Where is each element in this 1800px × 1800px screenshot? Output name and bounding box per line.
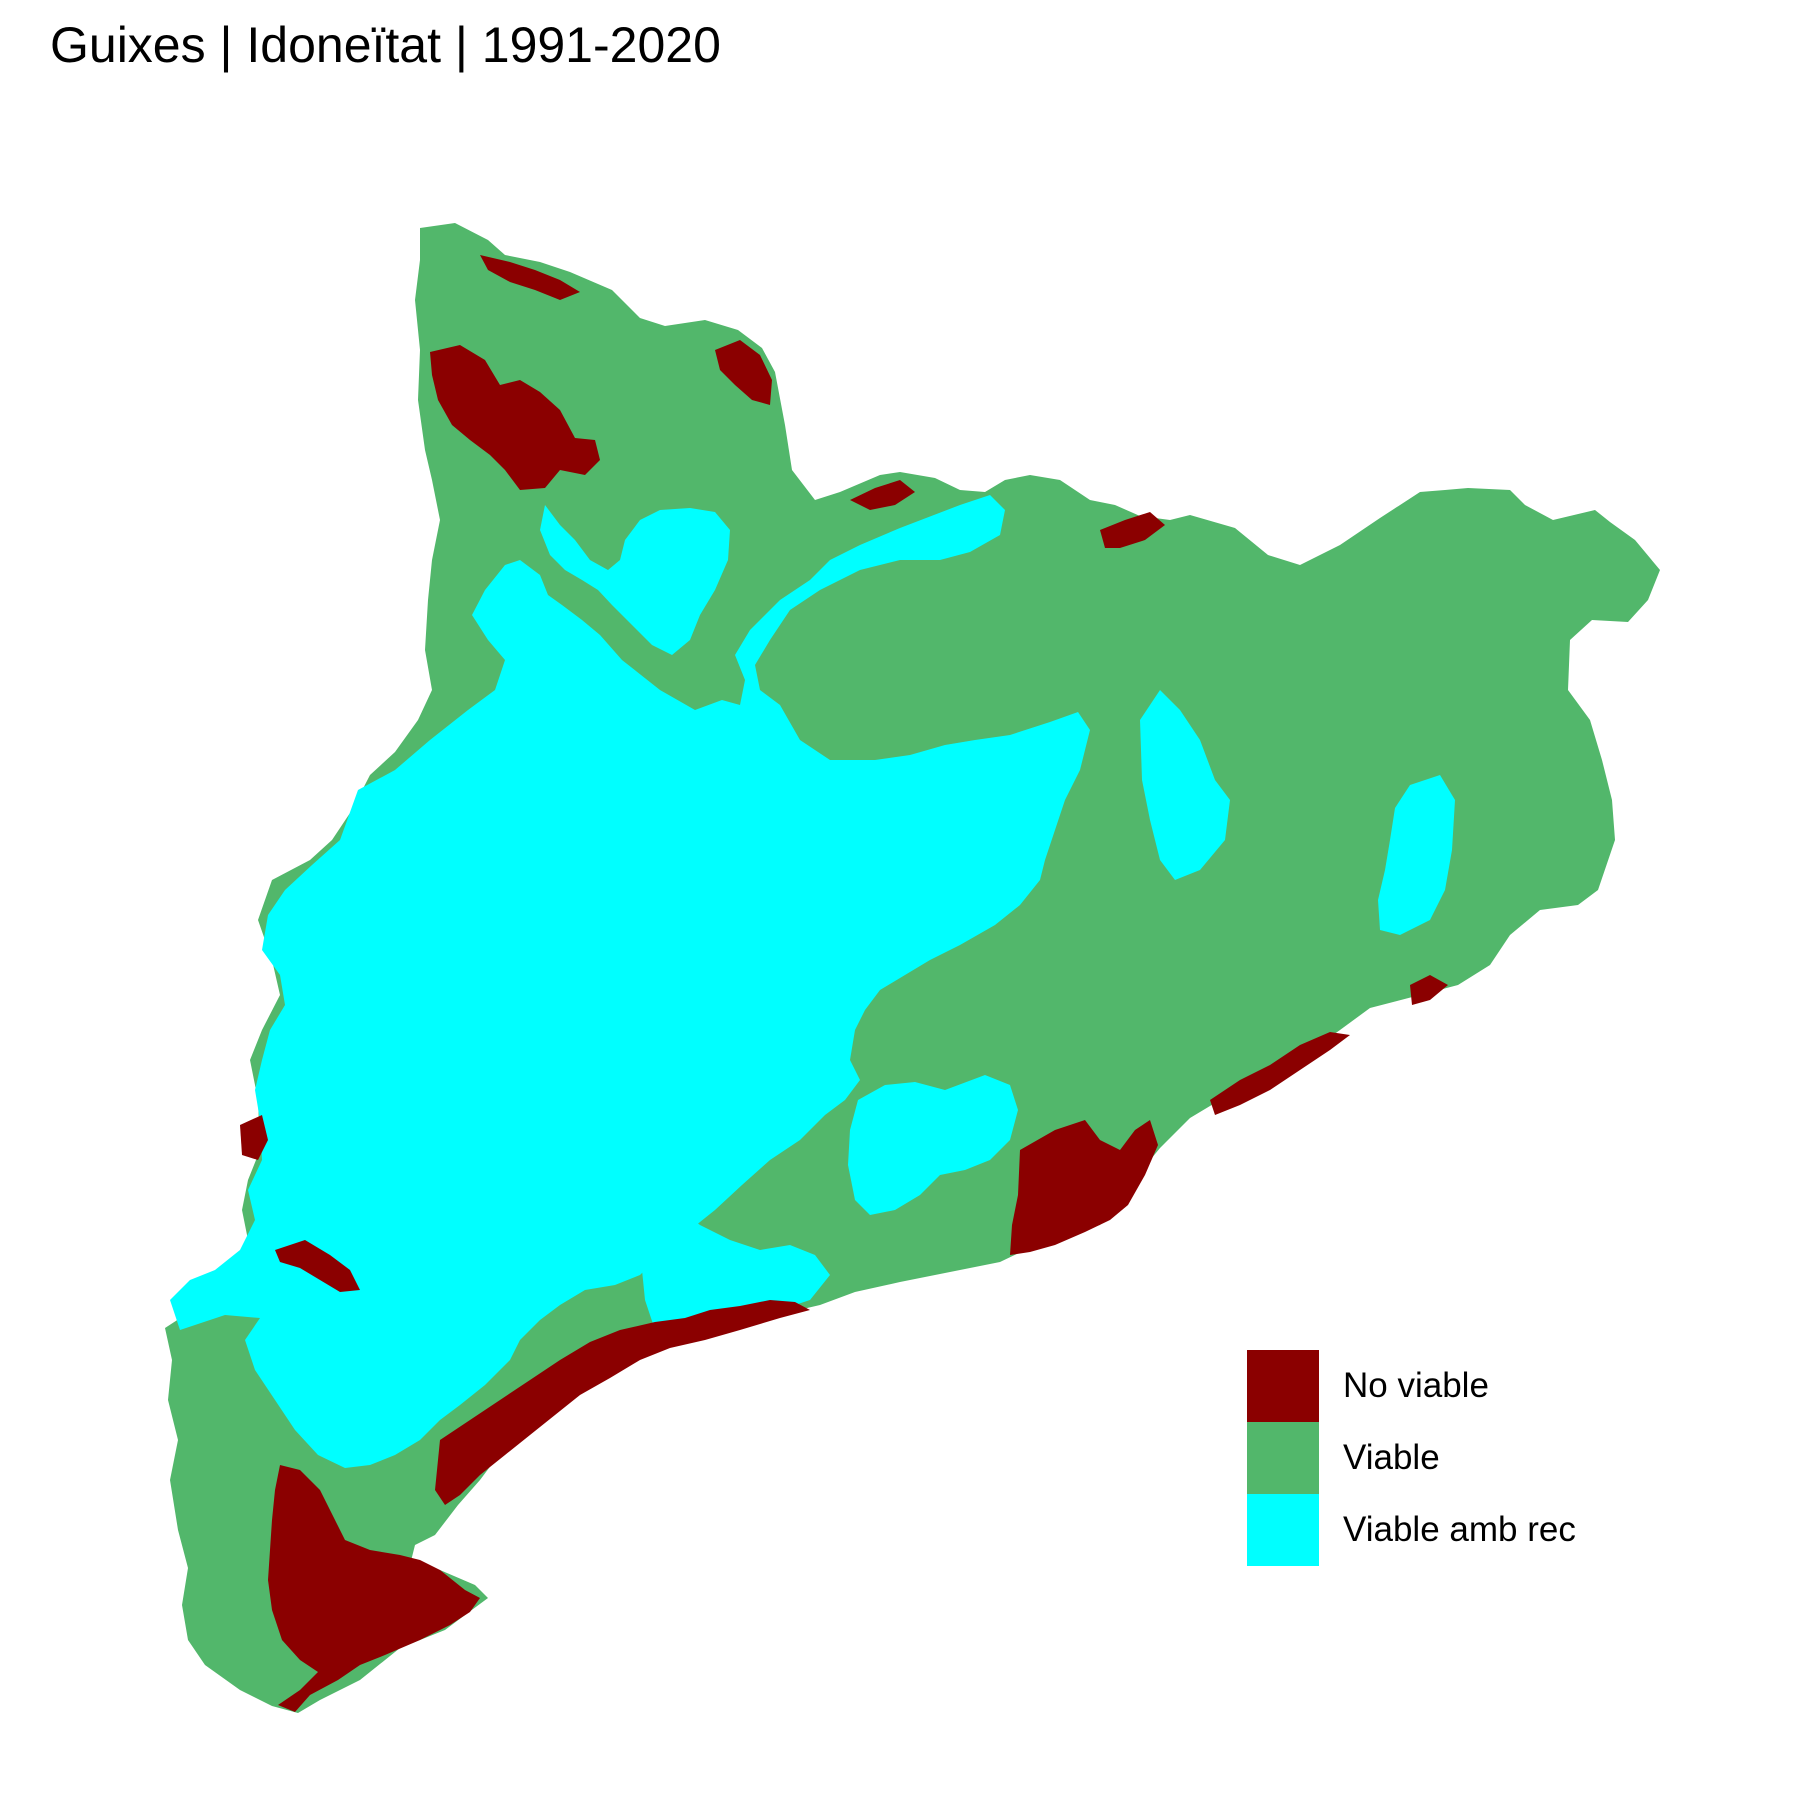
legend-swatch-viable xyxy=(1247,1422,1319,1494)
legend-label-viable-amb-rec: Viable amb rec xyxy=(1343,1510,1576,1549)
region-east-coast-strip xyxy=(1210,1032,1350,1115)
region-north-ridge xyxy=(850,480,915,510)
region-central-plain xyxy=(170,495,1090,1468)
regions-no-viable xyxy=(240,255,1448,1712)
region-pyrenees-east xyxy=(715,340,772,405)
region-northeast-pocket xyxy=(1378,775,1455,935)
legend-item-no-viable: No viable xyxy=(1247,1350,1576,1422)
region-east-coast-knob xyxy=(1410,975,1448,1005)
region-pyrenees-north xyxy=(480,255,580,300)
legend-item-viable-amb-rec: Viable amb rec xyxy=(1247,1494,1576,1566)
region-north-strip xyxy=(540,505,730,655)
region-ebro-delta xyxy=(268,1465,480,1712)
legend: No viable Viable Viable amb rec xyxy=(1247,1350,1576,1566)
region-south-coast xyxy=(435,1300,810,1505)
legend-label-no-viable: No viable xyxy=(1343,1366,1489,1405)
legend-swatch-viable-amb-rec xyxy=(1247,1494,1319,1566)
map-title: Guixes | Idoneïtat | 1991-2020 xyxy=(50,17,721,73)
region-west-fringe xyxy=(240,1115,268,1160)
regions-viable-amb-rec xyxy=(170,495,1455,1468)
legend-item-viable: Viable xyxy=(1247,1422,1576,1494)
legend-swatch-no-viable xyxy=(1247,1350,1319,1422)
region-river-west xyxy=(275,1240,360,1292)
region-east-valley xyxy=(1140,690,1230,880)
region-pyrenees-west xyxy=(430,345,600,490)
region-northeast-ridge xyxy=(1100,512,1165,548)
legend-label-viable: Viable xyxy=(1343,1438,1440,1477)
region-maresme-block xyxy=(1010,1120,1158,1255)
region-south-patch xyxy=(848,1075,1018,1215)
